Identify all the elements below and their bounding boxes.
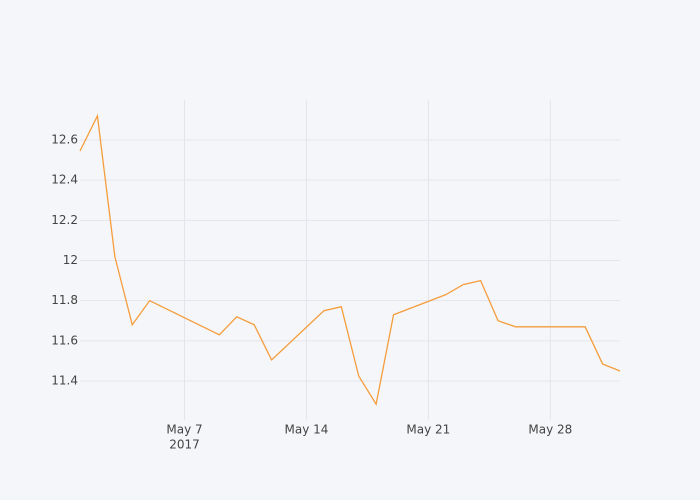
y-tick-label: 11.4 bbox=[51, 374, 78, 388]
y-tick-label: 12.6 bbox=[51, 132, 78, 146]
plot-area bbox=[80, 100, 620, 420]
y-tick-label: 12 bbox=[63, 253, 78, 267]
x-year-label: 2017 bbox=[169, 438, 200, 452]
y-tick-label: 12.2 bbox=[51, 213, 78, 227]
x-tick-label: May 7 bbox=[166, 423, 202, 437]
y-tick-label: 12.4 bbox=[51, 173, 78, 187]
x-tick-label: May 14 bbox=[284, 423, 328, 437]
line bbox=[79, 113, 621, 406]
x-tick-label: May 28 bbox=[528, 423, 572, 437]
y-tick-label: 11.8 bbox=[51, 293, 78, 307]
x-tick-label: May 21 bbox=[406, 423, 450, 437]
y-tick-label: 11.6 bbox=[51, 333, 78, 347]
